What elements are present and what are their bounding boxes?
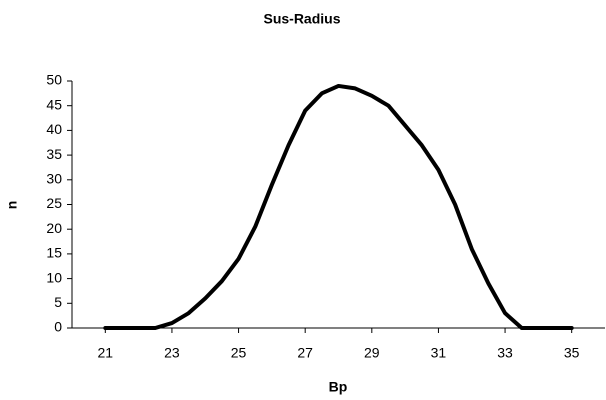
y-tick-label: 0 (54, 319, 62, 335)
x-tick-label: 25 (231, 345, 247, 361)
x-tick-label: 29 (364, 345, 380, 361)
y-tick-label: 45 (46, 96, 62, 112)
x-tick-label: 27 (297, 345, 313, 361)
y-tick-label: 30 (46, 171, 62, 187)
y-tick-label: 10 (46, 269, 62, 285)
y-tick-label: 5 (54, 294, 62, 310)
x-tick-label: 35 (564, 345, 580, 361)
line-series (103, 83, 574, 330)
chart-title: Sus-Radius (263, 11, 340, 27)
y-axis-label: n (4, 201, 20, 210)
x-tick-label: 33 (497, 345, 513, 361)
y-tick-label: 50 (46, 72, 62, 88)
y-tick-label: 35 (46, 146, 62, 162)
x-tick-label: 23 (164, 345, 180, 361)
x-tick-label: 31 (431, 345, 447, 361)
x-tick-label: 21 (98, 345, 114, 361)
y-tick-label: 25 (46, 195, 62, 211)
y-tick-label: 15 (46, 245, 62, 261)
x-axis-label: Bp (329, 379, 348, 395)
y-tick-label: 20 (46, 220, 62, 236)
y-tick-label: 40 (46, 121, 62, 137)
